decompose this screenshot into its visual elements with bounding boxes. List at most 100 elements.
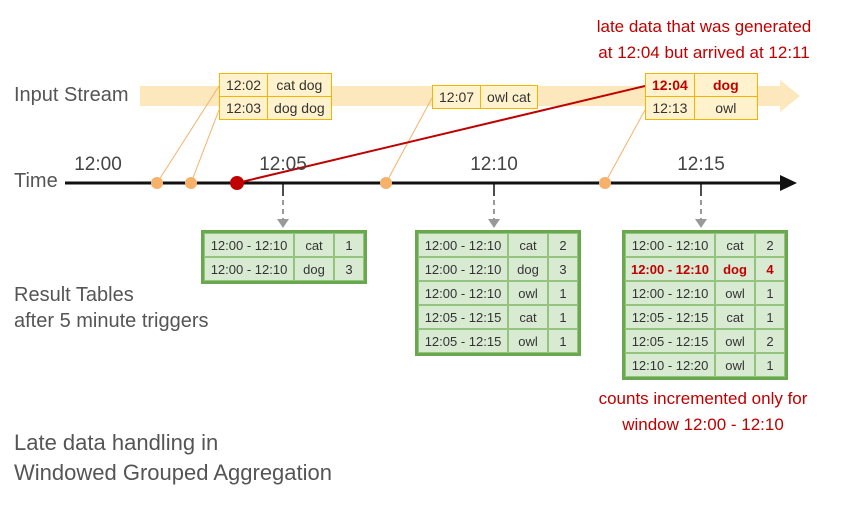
input-event-row: 12:13 owl [645,96,758,120]
input-event-row: 12:02 cat dog [218,73,332,97]
result-row: 12:00 - 12:10 dog 3 [418,257,578,281]
window-cell: 12:00 - 12:10 [418,257,508,281]
late-data-note: late data that was generated at 12:04 bu… [584,14,824,66]
word-cell: cat [508,305,548,329]
result-row: 12:10 - 12:20 owl 1 [625,353,785,377]
footer-title-line2: Windowed Grouped Aggregation [14,460,332,485]
result-row-highlighted: 12:00 - 12:10 dog 4 [625,257,785,281]
word-cell: dog [715,257,755,281]
late-data-note-line2: at 12:04 but arrived at 12:11 [598,43,810,62]
event-time: 12:07 [431,85,482,109]
arrival-dot [599,177,611,189]
result-row: 12:00 - 12:10 owl 1 [418,281,578,305]
input-stream-label: Input Stream [14,84,129,106]
input-event-box: 12:07 owl cat [431,85,538,109]
event-words: dog [693,73,758,97]
count-note-line2: window 12:00 - 12:10 [622,415,784,434]
result-table-1210: 12:00 - 12:10 cat 2 12:00 - 12:10 dog 3 … [415,230,581,356]
word-cell: owl [508,281,548,305]
result-row: 12:00 - 12:10 cat 1 [204,233,364,257]
count-cell: 1 [548,281,578,305]
count-cell: 2 [755,233,785,257]
late-event-dot [230,176,244,190]
arrival-dot [185,177,197,189]
window-cell: 12:05 - 12:15 [418,329,508,353]
event-time: 12:03 [218,96,269,120]
input-event-row-late: 12:04 dog [645,73,758,97]
result-row: 12:05 - 12:15 cat 1 [418,305,578,329]
trigger-arrowhead [488,219,500,228]
window-cell: 12:00 - 12:10 [204,233,294,257]
result-row: 12:05 - 12:15 owl 2 [625,329,785,353]
time-tick-label: 12:00 [74,154,122,175]
count-cell: 1 [755,281,785,305]
event-time: 12:02 [218,73,269,97]
result-row: 12:00 - 12:10 dog 3 [204,257,364,281]
window-cell: 12:00 - 12:10 [418,233,508,257]
input-event-row: 12:07 owl cat [431,85,538,109]
window-cell: 12:05 - 12:15 [625,329,715,353]
connector-1207 [385,97,433,184]
count-cell: 1 [755,305,785,329]
window-cell: 12:05 - 12:15 [418,305,508,329]
window-cell: 12:10 - 12:20 [625,353,715,377]
result-row: 12:00 - 12:10 owl 1 [625,281,785,305]
word-cell: dog [508,257,548,281]
word-cell: cat [715,233,755,257]
arrival-dot [380,177,392,189]
count-cell: 1 [548,329,578,353]
count-note: counts incremented only for window 12:00… [578,386,828,438]
footer-title-line1: Late data handling in [14,430,219,455]
result-row: 12:00 - 12:10 cat 2 [625,233,785,257]
count-cell: 4 [755,257,785,281]
word-cell: owl [715,329,755,353]
connector-1203 [190,109,220,184]
count-cell: 1 [334,233,364,257]
word-cell: cat [508,233,548,257]
word-cell: owl [715,353,755,377]
window-cell: 12:00 - 12:10 [625,257,715,281]
result-tables-label-line2: after 5 minute triggers [14,310,209,332]
event-words: cat dog [267,73,332,97]
timeline-arrowhead [780,175,797,191]
time-tick-label: 12:05 [259,154,307,175]
word-cell: cat [715,305,755,329]
result-tables-label-line1: Result Tables [14,284,134,306]
time-tick-label: 12:15 [677,154,725,175]
window-cell: 12:00 - 12:10 [204,257,294,281]
result-row: 12:05 - 12:15 cat 1 [625,305,785,329]
word-cell: dog [294,257,334,281]
result-row: 12:05 - 12:15 owl 1 [418,329,578,353]
count-cell: 3 [548,257,578,281]
result-row: 12:00 - 12:10 cat 2 [418,233,578,257]
count-cell: 3 [334,257,364,281]
event-words: owl cat [480,85,538,109]
connector-1213 [604,109,646,184]
count-cell: 1 [755,353,785,377]
input-event-box: 12:04 dog 12:13 owl [645,73,758,120]
count-cell: 1 [548,305,578,329]
word-cell: owl [715,281,755,305]
window-cell: 12:00 - 12:10 [625,281,715,305]
count-cell: 2 [755,329,785,353]
event-time: 12:13 [645,96,695,120]
late-data-note-line1: late data that was generated [596,17,812,36]
trigger-arrowhead [277,219,289,228]
window-cell: 12:00 - 12:10 [625,233,715,257]
event-time: 12:04 [645,73,695,97]
window-cell: 12:00 - 12:10 [418,281,508,305]
late-data-line [236,85,646,184]
result-table-1215: 12:00 - 12:10 cat 2 12:00 - 12:10 dog 4 … [622,230,788,380]
time-label: Time [14,170,58,192]
word-cell: owl [508,329,548,353]
trigger-arrowhead [695,219,707,228]
time-tick-label: 12:10 [470,154,518,175]
result-table-1205: 12:00 - 12:10 cat 1 12:00 - 12:10 dog 3 [201,230,367,284]
input-event-box: 12:02 cat dog 12:03 dog dog [218,73,332,120]
event-words: dog dog [267,96,332,120]
window-cell: 12:05 - 12:15 [625,305,715,329]
arrival-dot [151,177,163,189]
event-words: owl [693,96,758,120]
connector-1202 [156,85,220,184]
